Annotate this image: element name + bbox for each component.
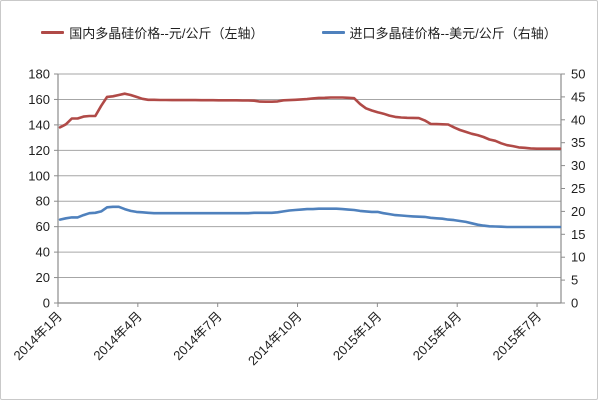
x-axis-tick-label: 2015年1月 <box>330 309 385 364</box>
right-axis-tick-label: 20 <box>571 204 585 219</box>
right-axis-tick-label: 45 <box>571 89 585 104</box>
right-axis-tick-label: 50 <box>571 67 585 82</box>
legend-line-swatch-blue <box>321 31 345 34</box>
right-axis-tick-label: 0 <box>571 296 578 311</box>
left-axis-tick-label: 120 <box>28 143 50 158</box>
legend-label-import-price: 进口多晶硅价格--美元/公斤（右轴） <box>349 26 557 41</box>
x-axis-tick-label: 2015年4月 <box>410 309 465 364</box>
legend-line-swatch-red <box>41 31 65 34</box>
chart-legend: 国内多晶硅价格--元/公斤（左轴） 进口多晶硅价格--美元/公斤（右轴） <box>1 23 597 42</box>
x-axis-tick-label: 2014年4月 <box>90 309 145 364</box>
left-axis-tick-label: 80 <box>36 194 50 209</box>
series-line-domestic-price <box>58 92 562 150</box>
legend-item-domestic-price: 国内多晶硅价格--元/公斤（左轴） <box>41 23 264 42</box>
left-axis-tick-label: 60 <box>36 219 50 234</box>
right-axis-tick-label: 15 <box>571 227 585 242</box>
legend-item-import-price: 进口多晶硅价格--美元/公斤（右轴） <box>321 23 557 42</box>
left-axis-tick-label: 100 <box>28 168 50 183</box>
right-axis-tick-label: 35 <box>571 135 585 150</box>
right-axis-tick-label: 40 <box>571 112 585 127</box>
right-axis-tick-label: 10 <box>571 250 585 265</box>
x-axis-tick-label: 2014年7月 <box>170 309 225 364</box>
left-axis-tick-label: 180 <box>28 67 50 82</box>
left-axis-tick-label: 40 <box>36 245 50 260</box>
x-axis-tick-label: 2015年7月 <box>490 309 545 364</box>
x-axis-tick-label: 2014年10月 <box>245 309 305 369</box>
left-axis-tick-label: 140 <box>28 117 50 132</box>
left-axis-tick-label: 0 <box>43 296 50 311</box>
right-axis-tick-label: 5 <box>571 273 578 288</box>
x-axis-tick-label: 2014年1月 <box>11 309 66 364</box>
left-axis-tick-label: 20 <box>36 270 50 285</box>
legend-label-domestic-price: 国内多晶硅价格--元/公斤（左轴） <box>69 26 264 41</box>
right-axis-tick-label: 30 <box>571 158 585 173</box>
right-axis-tick-label: 25 <box>571 181 585 196</box>
series-line-import-price <box>58 205 562 229</box>
left-axis-tick-label: 160 <box>28 92 50 107</box>
